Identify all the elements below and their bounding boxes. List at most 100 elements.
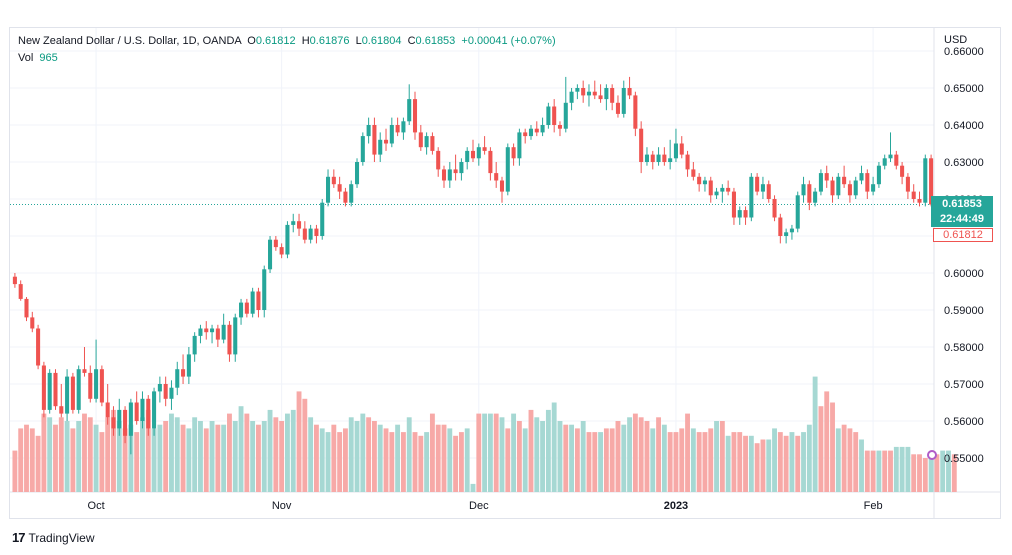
candle-body	[517, 132, 522, 159]
candle-body	[152, 391, 157, 429]
volume-bar	[719, 421, 725, 492]
volume-bar	[864, 450, 870, 492]
volume-bar	[882, 450, 888, 492]
y-tick-label: 0.66000	[944, 46, 984, 58]
candle-body	[117, 409, 122, 429]
candle-body	[476, 147, 481, 159]
volume-bar	[377, 424, 383, 492]
candle-body	[256, 291, 261, 310]
volume-bar	[499, 417, 505, 492]
volume-bar	[487, 413, 493, 492]
volume-bar	[841, 424, 847, 492]
volume-bar	[53, 424, 58, 492]
volume-bar	[731, 432, 737, 492]
candle-body	[743, 210, 748, 218]
volume-bar	[917, 454, 922, 492]
open-label: O	[247, 35, 256, 47]
candle-body	[157, 384, 162, 392]
volume-bar	[667, 432, 673, 492]
candle-body	[18, 284, 23, 299]
candle-body	[656, 154, 661, 162]
candle-body	[436, 150, 441, 170]
candle-body	[383, 139, 389, 144]
candle-body	[459, 162, 464, 174]
volume-bar	[111, 409, 116, 492]
candle-body	[482, 147, 487, 151]
volume-bar	[760, 439, 766, 492]
candle-body	[505, 147, 510, 192]
candle-body	[621, 88, 626, 114]
candle-body	[215, 328, 220, 340]
volume-bar	[140, 417, 145, 492]
volume-bar	[673, 432, 679, 492]
y-tick-label: 0.63000	[944, 157, 984, 169]
y-tick-label: 0.65000	[944, 83, 984, 95]
candle-body	[378, 139, 383, 155]
volume-bar	[557, 421, 563, 492]
volume-bar	[371, 421, 377, 492]
candle-body	[175, 369, 180, 388]
candle-body	[430, 136, 435, 151]
candle-body	[673, 143, 678, 159]
tradingview-brand[interactable]: 17 TradingView	[12, 530, 95, 545]
candle-body	[488, 150, 493, 174]
close-label: C	[407, 35, 416, 47]
volume-bar	[99, 432, 105, 492]
candle-body	[401, 121, 406, 133]
volume-bar	[627, 417, 633, 492]
volume-bar	[493, 413, 499, 492]
candle-body	[134, 402, 139, 421]
volume-bar	[412, 432, 418, 492]
volume-bar	[818, 406, 824, 492]
candle-body	[424, 136, 429, 148]
candle-body	[47, 372, 52, 410]
y-tick-label: 0.58000	[944, 342, 984, 354]
brand-name: TradingView	[28, 530, 95, 545]
volume-bar	[592, 432, 598, 492]
volume-bar	[603, 428, 609, 492]
candle-body	[650, 154, 655, 162]
volume-bar	[922, 458, 928, 492]
volume-bar	[563, 424, 569, 492]
symbol-legend: New Zealand Dollar / U.S. Dollar, 1D, OA…	[18, 35, 556, 47]
volume-bar	[806, 424, 812, 492]
volume-bar	[679, 428, 685, 492]
volume-bar	[331, 424, 337, 492]
y-tick-label: 0.64000	[944, 120, 984, 132]
volume-bar	[285, 413, 290, 492]
volume-bar	[366, 417, 372, 492]
volume-bar	[429, 413, 435, 492]
volume-bar	[801, 432, 806, 492]
candle-body	[557, 125, 563, 129]
volume-bar	[35, 435, 41, 492]
volume-bar	[482, 413, 488, 492]
volume-value: 965	[39, 52, 58, 64]
volume-bar	[261, 421, 267, 492]
candle-body	[210, 328, 215, 333]
candle-body	[726, 187, 731, 192]
volume-bar	[290, 409, 296, 492]
x-tick-label: 2023	[664, 500, 688, 512]
candle-body	[94, 369, 99, 399]
volume-bar	[383, 428, 389, 492]
candle-body	[552, 106, 557, 125]
candle-body	[528, 128, 534, 137]
volume-bar	[516, 421, 522, 492]
candle-body	[12, 276, 17, 285]
candle-body	[766, 184, 771, 199]
candle-body	[343, 191, 348, 203]
event-marker-icon[interactable]	[927, 450, 937, 460]
candle-body	[186, 354, 191, 377]
volume-bar	[464, 428, 470, 492]
volume-bar	[163, 421, 169, 492]
candle-body	[691, 169, 696, 177]
candle-body	[181, 369, 186, 377]
y-tick-label: 0.60000	[944, 268, 984, 280]
volume-bar	[783, 435, 789, 492]
volume-bar	[105, 417, 111, 492]
candle-body	[720, 187, 725, 192]
volume-bar	[400, 432, 406, 492]
volume-bar	[203, 428, 209, 492]
volume-bar	[638, 417, 644, 492]
